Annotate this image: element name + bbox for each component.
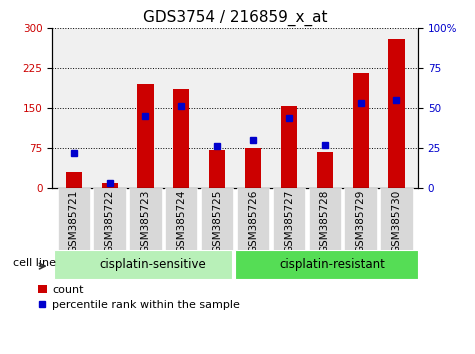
Text: cell line: cell line — [13, 258, 56, 268]
FancyBboxPatch shape — [235, 250, 418, 279]
FancyBboxPatch shape — [54, 250, 231, 279]
Legend: count, percentile rank within the sample: count, percentile rank within the sample — [38, 285, 240, 310]
Text: GSM385726: GSM385726 — [248, 189, 258, 253]
FancyBboxPatch shape — [57, 188, 90, 250]
Bar — [209, 150, 225, 188]
Text: GSM385722: GSM385722 — [104, 189, 114, 253]
Text: GSM385727: GSM385727 — [284, 189, 294, 253]
Bar — [102, 183, 118, 188]
FancyBboxPatch shape — [237, 188, 269, 250]
Bar — [66, 172, 82, 188]
Text: GSM385724: GSM385724 — [176, 189, 186, 253]
Bar — [245, 148, 261, 188]
Bar — [173, 89, 190, 188]
FancyBboxPatch shape — [201, 188, 233, 250]
Text: GSM385723: GSM385723 — [141, 189, 151, 253]
Bar — [317, 152, 333, 188]
FancyBboxPatch shape — [129, 188, 162, 250]
FancyBboxPatch shape — [309, 188, 341, 250]
Text: cisplatin-resistant: cisplatin-resistant — [279, 258, 385, 271]
Text: GSM385725: GSM385725 — [212, 189, 222, 253]
Text: GSM385728: GSM385728 — [320, 189, 330, 253]
Text: GSM385721: GSM385721 — [69, 189, 79, 253]
Bar — [389, 39, 405, 188]
FancyBboxPatch shape — [165, 188, 198, 250]
Bar — [352, 74, 369, 188]
FancyBboxPatch shape — [380, 188, 413, 250]
FancyBboxPatch shape — [344, 188, 377, 250]
Bar — [281, 106, 297, 188]
Text: GSM385730: GSM385730 — [391, 189, 401, 253]
FancyBboxPatch shape — [94, 188, 126, 250]
Bar — [137, 84, 153, 188]
Text: cisplatin-sensitive: cisplatin-sensitive — [99, 258, 206, 271]
Text: GSM385729: GSM385729 — [356, 189, 366, 253]
Title: GDS3754 / 216859_x_at: GDS3754 / 216859_x_at — [143, 9, 327, 25]
FancyBboxPatch shape — [273, 188, 305, 250]
